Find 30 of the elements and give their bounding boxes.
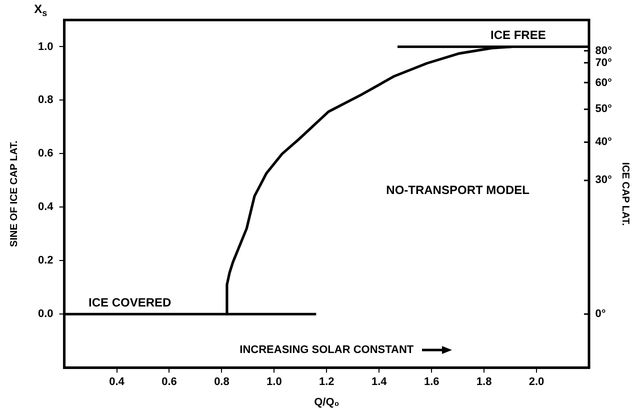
y-tick-label: 0.0 (38, 308, 54, 320)
x-tick-label: 1.4 (371, 376, 388, 388)
x-tick-label: 1.0 (266, 376, 282, 388)
text: 70° (595, 56, 612, 69)
y-tick-label: 0.4 (38, 201, 54, 214)
x-tick-label: 1.6 (424, 376, 440, 388)
text: 60° (595, 76, 612, 89)
annotation: NO-TRANSPORT MODEL (386, 183, 530, 198)
x-tick-label: 2.0 (528, 376, 544, 388)
y-tick-label: 0.2 (38, 254, 54, 267)
x-tick-label: 0.8 (214, 376, 230, 388)
x-tick-label: 1.2 (318, 376, 334, 388)
text: X$_{s}$ (34, 1, 48, 18)
text: 80° (595, 44, 612, 57)
text: 0° (595, 308, 606, 320)
x-tick-label: 0.6 (162, 376, 177, 388)
text: 40° (595, 136, 612, 148)
y-tick-label: 0.6 (38, 148, 54, 160)
text: 50° (595, 103, 612, 116)
annotation: ICE FREE (490, 28, 546, 42)
y-axis-title: SINE OF ICE CAP LAT. (8, 140, 20, 247)
x-tick-label: 0.4 (109, 376, 126, 388)
y-tick-label: 1.0 (38, 40, 54, 53)
annotation: ICE COVERED (88, 295, 172, 310)
y-tick-label: 0.8 (38, 94, 54, 106)
text: ICE CAP LAT. (619, 162, 630, 226)
x-axis-title: Q/Q₀ (314, 396, 340, 408)
annotation: INCREASING SOLAR CONSTANT (240, 344, 414, 356)
text: 30° (595, 174, 612, 186)
x-tick-label: 1.8 (476, 376, 492, 388)
